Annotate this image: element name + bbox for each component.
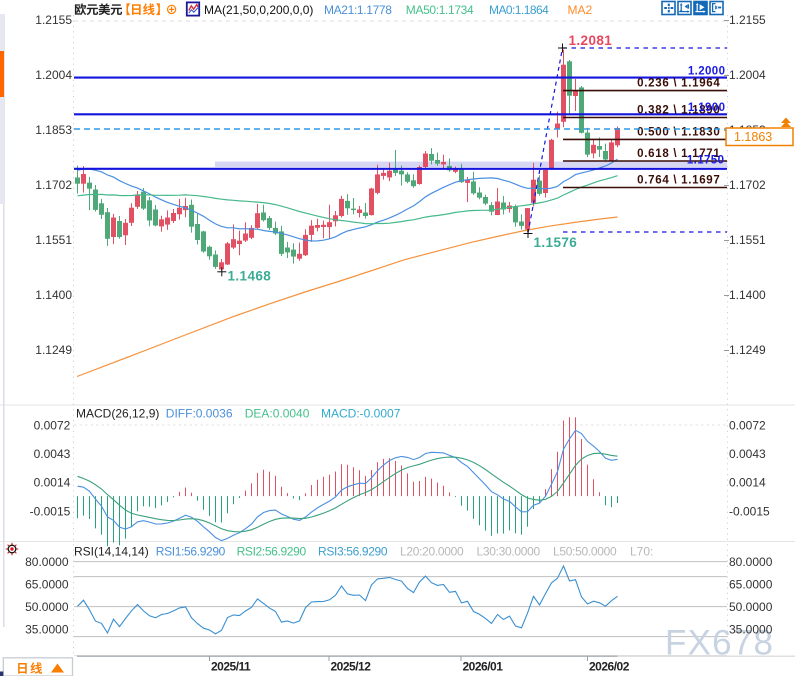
svg-text:1.1400: 1.1400 <box>729 288 766 302</box>
svg-text:L30:30.0000: L30:30.0000 <box>477 544 541 558</box>
svg-text:MA(21,50,0,200,0,0): MA(21,50,0,200,0,0) <box>204 3 313 17</box>
svg-text:-0.0015: -0.0015 <box>729 504 770 518</box>
svg-text:1.1400: 1.1400 <box>35 288 72 302</box>
svg-text:1.2081: 1.2081 <box>569 33 613 48</box>
svg-text:1.1853: 1.1853 <box>35 123 72 137</box>
svg-text:MA2: MA2 <box>568 3 593 17</box>
svg-text:0.764 \ 1.1697: 0.764 \ 1.1697 <box>637 175 720 187</box>
svg-text:1.1900: 1.1900 <box>688 102 726 114</box>
svg-text:1.2155: 1.2155 <box>729 13 766 27</box>
svg-text:0.0014: 0.0014 <box>34 476 71 490</box>
svg-text:RSI1:56.9290: RSI1:56.9290 <box>156 544 226 558</box>
svg-text:2025/12: 2025/12 <box>331 659 372 673</box>
svg-text:MA0:1.1864: MA0:1.1864 <box>489 3 549 17</box>
svg-text:1.1750: 1.1750 <box>687 154 725 166</box>
svg-text:0.618 \ 1.1771: 0.618 \ 1.1771 <box>637 148 720 160</box>
svg-text:1.1249: 1.1249 <box>35 343 72 357</box>
svg-text:MACD(26,12,9): MACD(26,12,9) <box>76 407 159 421</box>
svg-text:0.0072: 0.0072 <box>729 418 766 432</box>
svg-text:0.500 \ 1.1830: 0.500 \ 1.1830 <box>637 126 720 138</box>
svg-text:35.0000: 35.0000 <box>729 622 773 636</box>
svg-text:MACD:-0.0007: MACD:-0.0007 <box>321 407 401 421</box>
svg-text:2026/01: 2026/01 <box>463 659 504 673</box>
svg-text:1.2000: 1.2000 <box>688 65 726 77</box>
svg-text:65.0000: 65.0000 <box>25 577 69 591</box>
svg-text:80.0000: 80.0000 <box>729 555 773 569</box>
svg-text:1.2004: 1.2004 <box>35 68 72 82</box>
svg-text:1.2004: 1.2004 <box>729 68 766 82</box>
svg-text:-0.0015: -0.0015 <box>30 504 71 518</box>
svg-text:L20:20.0000: L20:20.0000 <box>400 544 464 558</box>
svg-text:50.0000: 50.0000 <box>25 600 69 614</box>
svg-text:0.236 \ 1.1964: 0.236 \ 1.1964 <box>637 78 720 90</box>
svg-text:RSI(14,14,14): RSI(14,14,14) <box>74 544 149 558</box>
svg-text:2026/02: 2026/02 <box>589 659 630 673</box>
svg-text:0.0072: 0.0072 <box>34 418 71 432</box>
svg-text:0.382 \ 1.1890: 0.382 \ 1.1890 <box>637 105 720 117</box>
svg-text:1.1863: 1.1863 <box>734 130 772 144</box>
svg-text:MA50:1.1734: MA50:1.1734 <box>406 3 474 17</box>
svg-text:1.1551: 1.1551 <box>729 233 766 247</box>
svg-text:0.0014: 0.0014 <box>729 476 766 490</box>
svg-text:1.1551: 1.1551 <box>35 233 72 247</box>
svg-text:1.1702: 1.1702 <box>729 178 766 192</box>
svg-text:DEA:0.0040: DEA:0.0040 <box>245 407 310 421</box>
svg-text:0.0043: 0.0043 <box>729 447 766 461</box>
svg-text:1.1702: 1.1702 <box>35 178 72 192</box>
svg-text:MA21:1.1778: MA21:1.1778 <box>324 3 392 17</box>
svg-text:1.1468: 1.1468 <box>228 269 272 284</box>
svg-text:L70:: L70: <box>630 544 653 558</box>
svg-text:80.0000: 80.0000 <box>25 555 69 569</box>
svg-text:RSI2:56.9290: RSI2:56.9290 <box>237 544 307 558</box>
svg-text:65.0000: 65.0000 <box>729 577 773 591</box>
svg-text:2025/11: 2025/11 <box>211 659 251 673</box>
svg-text:L50:50.0000: L50:50.0000 <box>553 544 617 558</box>
svg-text:0.0043: 0.0043 <box>34 447 71 461</box>
svg-text:1.1249: 1.1249 <box>729 343 766 357</box>
svg-text:DIFF:0.0036: DIFF:0.0036 <box>166 407 233 421</box>
svg-text:RSI3:56.9290: RSI3:56.9290 <box>318 544 388 558</box>
svg-text:50.0000: 50.0000 <box>729 600 773 614</box>
svg-text:1.2155: 1.2155 <box>35 13 72 27</box>
svg-text:1.1576: 1.1576 <box>534 235 578 250</box>
svg-text:35.0000: 35.0000 <box>25 622 69 636</box>
